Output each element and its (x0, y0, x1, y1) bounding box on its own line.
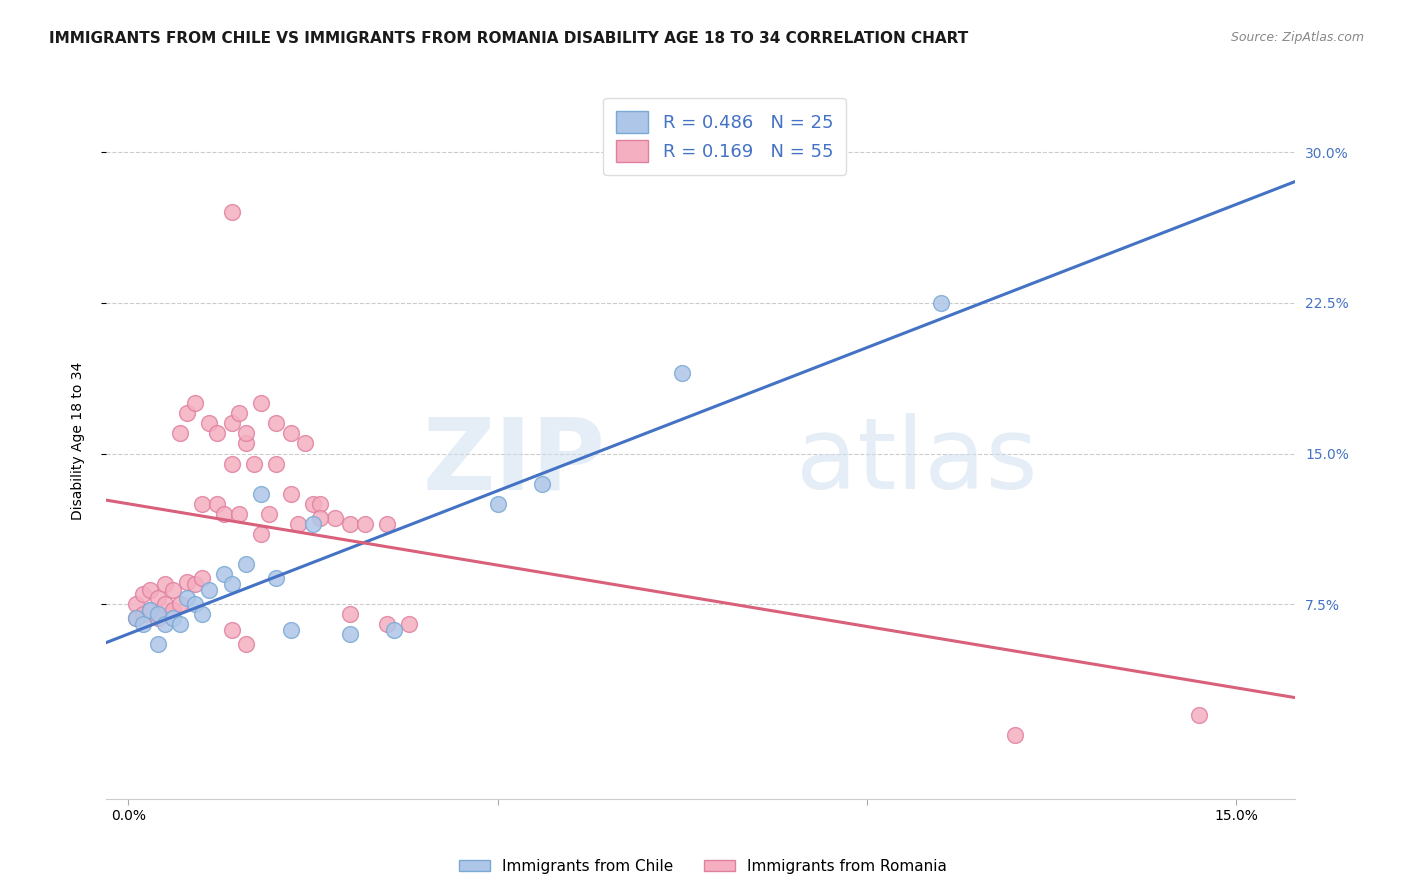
Point (1004, 728, 1026, 742)
Point (1188, 707, 1211, 722)
Point (183, 396, 205, 410)
Point (339, 516, 361, 531)
Point (353, 516, 375, 531)
Point (243, 457, 266, 471)
Point (146, 611, 169, 625)
Point (124, 611, 146, 625)
Text: ZIP: ZIP (423, 414, 606, 510)
Point (124, 597, 146, 611)
Point (132, 607, 155, 622)
Point (228, 507, 250, 521)
Point (264, 571, 287, 585)
Text: IMMIGRANTS FROM CHILE VS IMMIGRANTS FROM ROMANIA DISABILITY AGE 18 TO 34 CORRELA: IMMIGRANTS FROM CHILE VS IMMIGRANTS FROM… (49, 31, 969, 46)
Point (250, 396, 273, 410)
Point (191, 497, 214, 511)
Point (530, 476, 553, 491)
Point (139, 583, 162, 598)
Point (235, 436, 257, 450)
Point (169, 426, 191, 441)
Point (153, 577, 176, 591)
Point (339, 627, 361, 641)
Point (382, 624, 405, 638)
Point (221, 624, 243, 638)
Point (280, 486, 302, 500)
Point (235, 637, 257, 651)
Point (221, 457, 243, 471)
Point (264, 457, 287, 471)
Point (132, 587, 155, 601)
Point (124, 611, 146, 625)
Point (169, 617, 191, 632)
Point (398, 617, 420, 632)
Point (221, 205, 243, 219)
Point (302, 516, 325, 531)
Point (375, 617, 398, 632)
Point (183, 577, 205, 591)
Point (250, 486, 273, 500)
Point (280, 426, 302, 441)
Point (228, 406, 250, 420)
Point (162, 603, 184, 617)
Point (250, 527, 273, 541)
Point (375, 516, 398, 531)
Point (309, 497, 332, 511)
Point (146, 591, 169, 606)
Point (339, 607, 361, 622)
Point (146, 607, 169, 622)
Point (198, 583, 221, 598)
Point (235, 557, 257, 571)
Legend: Immigrants from Chile, Immigrants from Romania: Immigrants from Chile, Immigrants from R… (453, 853, 953, 880)
Point (191, 607, 214, 622)
Point (176, 575, 198, 590)
Point (486, 497, 509, 511)
Point (221, 417, 243, 431)
Point (280, 624, 302, 638)
Point (153, 617, 176, 632)
Point (235, 426, 257, 441)
Point (205, 426, 228, 441)
Legend: R = 0.486   N = 25, R = 0.169   N = 55: R = 0.486 N = 25, R = 0.169 N = 55 (603, 98, 846, 175)
Point (212, 507, 235, 521)
Point (162, 611, 184, 625)
Point (264, 417, 287, 431)
Point (205, 497, 228, 511)
Point (162, 583, 184, 598)
Point (323, 511, 346, 525)
Point (302, 497, 325, 511)
Point (132, 617, 155, 632)
Point (153, 597, 176, 611)
Point (257, 507, 280, 521)
Point (294, 436, 316, 450)
Point (139, 603, 162, 617)
Text: Source: ZipAtlas.com: Source: ZipAtlas.com (1230, 31, 1364, 45)
Point (176, 591, 198, 606)
Text: atlas: atlas (796, 414, 1038, 510)
Point (139, 603, 162, 617)
Point (212, 567, 235, 582)
Point (198, 417, 221, 431)
Point (176, 406, 198, 420)
Point (183, 597, 205, 611)
Point (671, 366, 693, 380)
Point (309, 511, 332, 525)
Point (221, 577, 243, 591)
Point (191, 571, 214, 585)
Point (146, 637, 169, 651)
Point (169, 597, 191, 611)
Point (287, 516, 309, 531)
Point (929, 296, 952, 310)
Y-axis label: Disability Age 18 to 34: Disability Age 18 to 34 (72, 361, 86, 520)
